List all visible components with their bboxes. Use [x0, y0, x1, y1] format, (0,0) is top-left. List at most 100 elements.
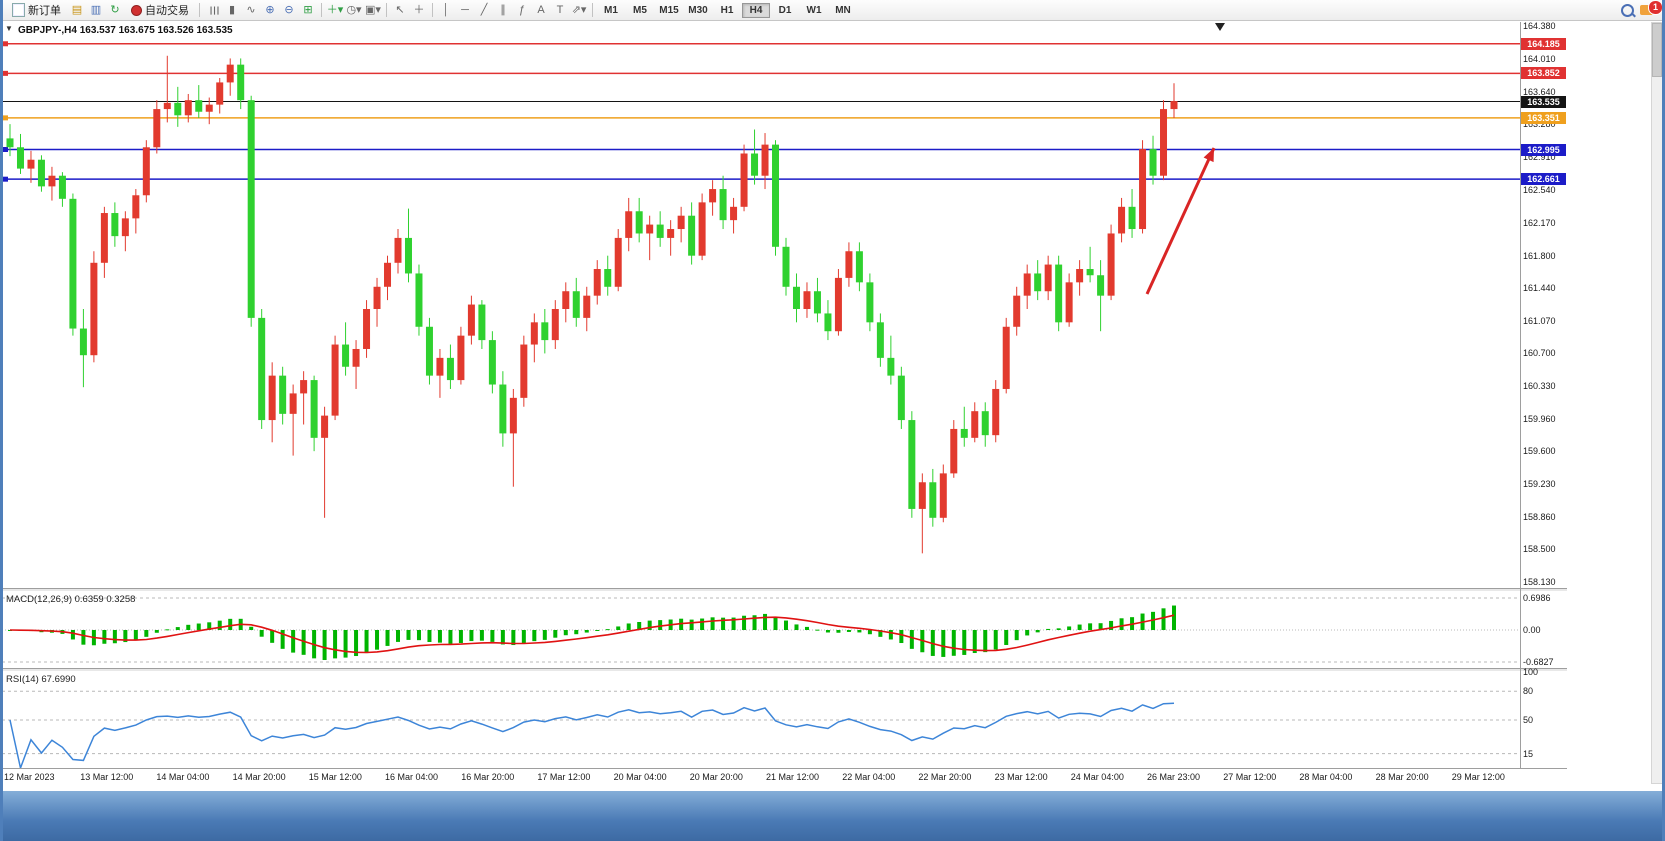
candle [656, 211, 664, 247]
timeframe-button-w1[interactable]: W1 [806, 4, 822, 16]
candle [562, 282, 570, 323]
candle [772, 140, 780, 256]
price-tick: 160.700 [1523, 348, 1556, 359]
tile-windows-icon[interactable]: ⊞ [303, 3, 313, 16]
candle [90, 251, 98, 363]
cursor-icon[interactable]: ↖ [395, 3, 405, 16]
time-axis-label: 24 Mar 04:00 [1070, 772, 1124, 782]
candle [1097, 260, 1105, 332]
line-chart-icon[interactable]: ∿ [246, 3, 256, 16]
new-order-button[interactable]: 新订单 [6, 1, 67, 19]
zoom-out-icon[interactable]: ⊖ [284, 3, 294, 16]
level-line-handle[interactable] [3, 70, 8, 76]
candle [792, 273, 800, 323]
price-tick: 158.500 [1523, 543, 1556, 554]
label-icon[interactable]: T [556, 3, 564, 16]
profiles-icon[interactable]: ▥ [90, 3, 102, 16]
price-tag-163.351: 163.351 [1521, 111, 1566, 124]
time-axis-label: 29 Mar 12:00 [1451, 772, 1505, 782]
candle [876, 313, 884, 367]
charts-icon[interactable]: ▤ [71, 3, 83, 16]
level-line-handle[interactable] [3, 176, 8, 182]
candle [918, 473, 926, 554]
candle [782, 237, 790, 296]
price-tick: 162.540 [1523, 184, 1556, 195]
timeframe-button-h4[interactable]: H4 [742, 2, 770, 18]
indicators-icon[interactable]: ＋▾ [326, 3, 344, 16]
candle [184, 93, 192, 123]
time-axis-label: 26 Mar 23:00 [1147, 772, 1201, 782]
price-tick: 162.910 [1523, 152, 1556, 163]
candle [509, 388, 517, 487]
scrollbar-thumb[interactable] [1652, 23, 1662, 77]
level-line-handle[interactable] [3, 41, 8, 47]
periods-icon[interactable]: ◷▾ [346, 3, 362, 16]
candle [719, 175, 727, 230]
zoom-in-icon[interactable]: ⊕ [265, 3, 275, 16]
time-axis-label: 17 Mar 12:00 [537, 772, 591, 782]
new-order-icon [12, 3, 25, 17]
candle [153, 100, 161, 154]
timeframe-button-m1[interactable]: M1 [604, 4, 618, 16]
notification-badge[interactable]: 1 [1648, 0, 1663, 15]
templates-icon[interactable]: ▣▾ [365, 3, 381, 16]
panel-separator[interactable] [0, 668, 1567, 672]
candle [688, 202, 696, 265]
candle [195, 85, 203, 118]
candle [677, 206, 685, 243]
timeframe-button-m15[interactable]: M15 [659, 4, 679, 16]
candle [404, 208, 412, 283]
timeframe-button-m30[interactable]: M30 [688, 4, 708, 16]
rsi-panel [2, 690, 1520, 768]
timeframe-button-m5[interactable]: M5 [633, 4, 647, 16]
time-axis-label: 16 Mar 04:00 [385, 772, 439, 782]
trend-arrow[interactable] [1145, 147, 1216, 295]
panel-separator[interactable] [0, 588, 1567, 592]
candle [174, 86, 182, 127]
text-icon[interactable]: A [537, 3, 545, 16]
price-tag-163.852: 163.852 [1521, 67, 1566, 80]
candle [163, 55, 171, 123]
candlestick-chart-icon[interactable]: ▮ [228, 3, 236, 16]
vertical-line-icon[interactable]: │ [442, 3, 450, 16]
channel-icon[interactable]: ∥ [500, 3, 506, 16]
timeframe-button-mn[interactable]: MN [835, 4, 851, 16]
candle [667, 220, 675, 256]
horizontal-line-icon[interactable]: ─ [461, 3, 469, 16]
arrows-tool-icon[interactable]: ⇗▾ [571, 3, 587, 16]
macd-tick: -0.6827 [1523, 657, 1554, 667]
price-tick: 164.010 [1523, 54, 1556, 65]
rsi-label: RSI(14) 67.6990 [6, 674, 76, 685]
time-axis-label: 28 Mar 04:00 [1299, 772, 1353, 782]
candle [593, 260, 601, 305]
auto-trading-icon [131, 4, 142, 16]
refresh-icon[interactable]: ↻ [110, 3, 120, 16]
crosshair-icon[interactable]: ＋ [413, 3, 425, 16]
price-axis-line [1520, 22, 1521, 769]
rsi-tick: 50 [1523, 715, 1534, 725]
candle [1002, 317, 1010, 394]
candle [268, 362, 276, 443]
toolbar-right: 1 [1621, 0, 1663, 17]
trendline-icon[interactable]: ╱ [480, 3, 488, 16]
chat-icon[interactable] [1640, 5, 1653, 15]
price-tick: 163.280 [1523, 119, 1556, 130]
candle [300, 371, 308, 425]
price-tag-162.995: 162.995 [1521, 143, 1566, 156]
timeframe-button-h1[interactable]: H1 [720, 4, 734, 16]
chart-menu-icon[interactable]: ▼ [5, 24, 13, 33]
window-border-left [0, 0, 3, 841]
candle [467, 295, 475, 345]
level-line-handle[interactable] [3, 115, 8, 121]
level-line-handle[interactable] [3, 147, 8, 153]
candle [121, 211, 129, 252]
auto-trading-button[interactable]: 自动交易 [125, 1, 195, 19]
candle [205, 97, 213, 125]
time-axis-label: 20 Mar 20:00 [689, 772, 743, 782]
fibonacci-icon[interactable]: ƒ [518, 3, 526, 16]
timeframe-button-d1[interactable]: D1 [778, 4, 792, 16]
price-axis: 164.380 164.010 163.640 163.280 162.910 162.5… [1521, 0, 1567, 790]
search-icon[interactable] [1621, 3, 1634, 17]
time-axis-label: 14 Mar 04:00 [156, 772, 210, 782]
bar-chart-icon[interactable]: ☰ [207, 5, 220, 15]
